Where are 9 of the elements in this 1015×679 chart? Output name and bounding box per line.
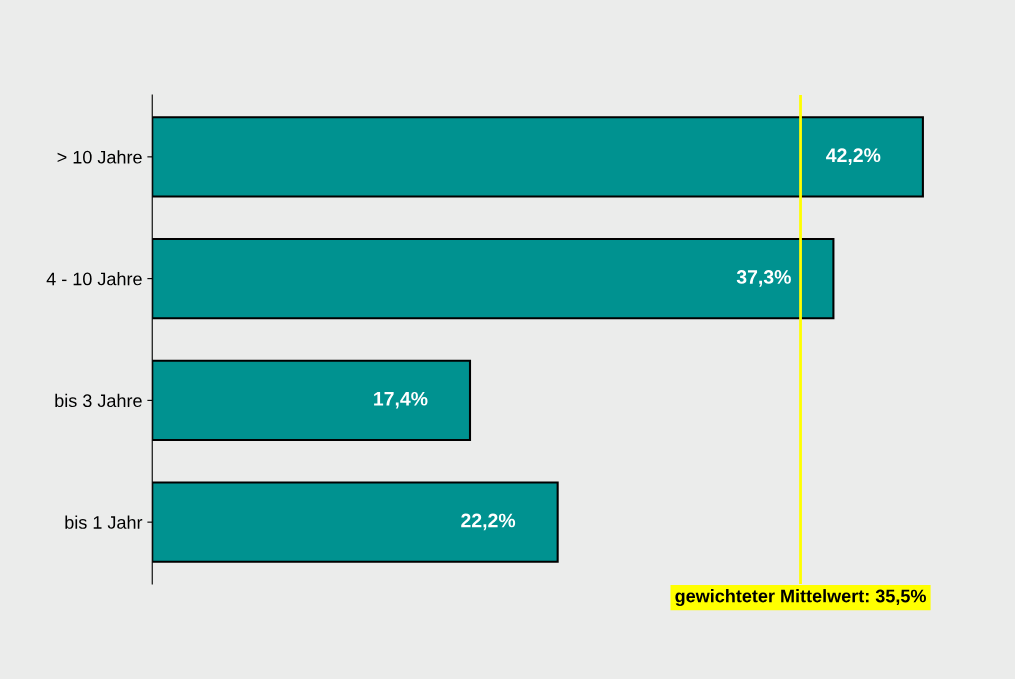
y-tick-label: bis 1 Jahr bbox=[65, 515, 143, 529]
y-tick-label: 4 - 10 Jahre bbox=[46, 272, 142, 286]
data-label: 37,3% bbox=[736, 270, 791, 287]
ref-line-label: gewichteter Mittelwert: 35,5% bbox=[675, 589, 926, 607]
y-tick-label: bis 3 Jahre bbox=[55, 393, 142, 408]
data-label: 22,2% bbox=[461, 513, 516, 531]
data-label: 17,4% bbox=[374, 391, 428, 409]
data-label: 42,2% bbox=[826, 148, 881, 165]
y-tick-label: > 10 Jahre bbox=[57, 150, 142, 164]
